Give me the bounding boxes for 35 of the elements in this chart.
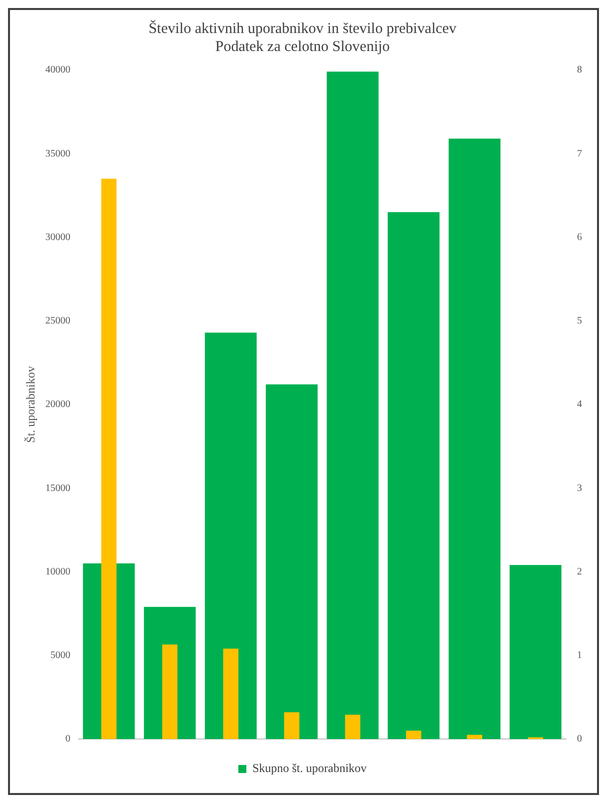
y2-tick-label: 0 (577, 734, 582, 745)
y-tick-label: 35000 (45, 148, 70, 160)
text: Število aktivnih uporabnikov in število prebivalcev (148, 20, 456, 37)
y-tick-label: 15000 (45, 482, 70, 494)
bar (162, 644, 178, 739)
bar (388, 212, 440, 739)
y2-tick-label: 4 (577, 399, 582, 410)
bar (448, 138, 500, 739)
bar (101, 178, 116, 739)
y2-tick-label: 6 (577, 232, 582, 243)
y-tick-label: 25000 (45, 316, 70, 326)
y-tick-label: 0 (65, 734, 70, 745)
y-axis-title: Št. uporabnikov (23, 366, 38, 443)
y2-tick-label: 3 (577, 482, 582, 494)
y-tick-label: 30000 (45, 232, 70, 243)
y2-tick-label: 8 (577, 64, 582, 76)
y2-tick-label: 7 (577, 148, 582, 160)
legend-label: Skupno št. uporabnikov (252, 761, 367, 776)
bar (266, 384, 318, 739)
bar (326, 72, 379, 739)
bar (466, 734, 482, 739)
y-tick-label: 5000 (50, 650, 70, 661)
bar (284, 712, 300, 739)
bar (510, 565, 562, 739)
bar (345, 714, 360, 739)
y2-tick-label: 5 (577, 316, 582, 326)
y2-tick-label: 1 (577, 650, 582, 661)
bar (406, 730, 422, 739)
y-tick-label: 10000 (45, 566, 70, 578)
bar (204, 332, 257, 739)
y2-tick-label: 2 (577, 566, 582, 578)
text: Podatek za celotno Slovenijo (215, 38, 390, 55)
y-tick-label: 40000 (45, 64, 70, 76)
y-tick-label: 20000 (45, 399, 70, 410)
bar (223, 648, 238, 739)
